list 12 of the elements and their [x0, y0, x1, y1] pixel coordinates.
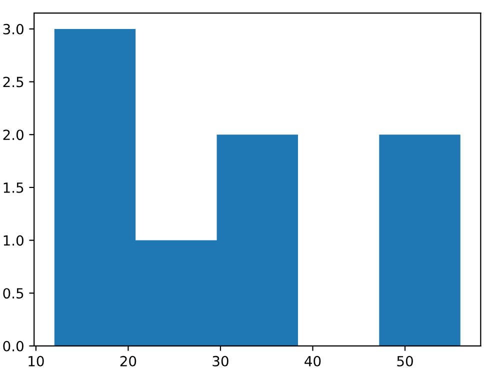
- y-tick-label: 0.5: [3, 288, 24, 299]
- x-tick-label: 10: [28, 356, 44, 366]
- y-tick-label: 0.0: [3, 340, 24, 352]
- y-tick-label: 1.5: [4, 182, 24, 193]
- x-tick-label: 20: [120, 356, 136, 366]
- x-tick-label: 30: [212, 356, 228, 366]
- x-tick-label: 40: [304, 356, 321, 366]
- y-tick-label: 3.0: [3, 24, 24, 34]
- y-tick-label: 2.0: [3, 130, 24, 140]
- y-tick-label: 2.5: [3, 76, 24, 88]
- y-tick-label: 1.0: [4, 235, 24, 246]
- x-tick-label: 50: [397, 356, 413, 366]
